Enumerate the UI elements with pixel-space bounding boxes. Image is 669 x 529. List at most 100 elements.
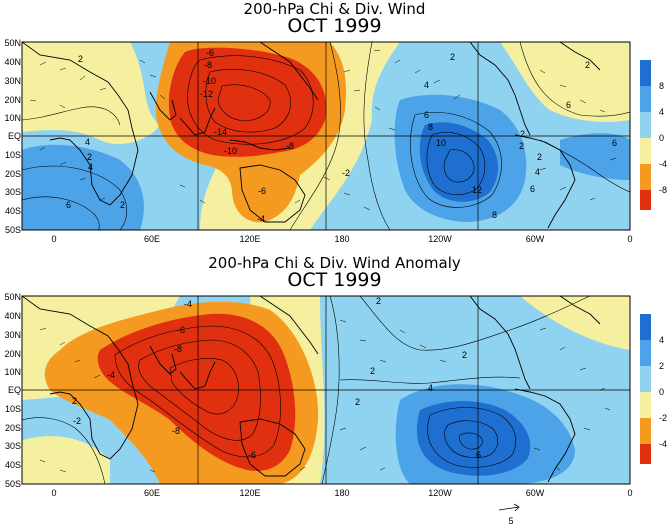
panel1-map xyxy=(22,42,630,230)
contour-label: 2 xyxy=(520,129,525,139)
lat-label: 10S xyxy=(5,150,21,160)
colorbar-swatch xyxy=(640,164,651,190)
panel2-title: 200-hPa Chi & Div. Wind Anomaly xyxy=(208,254,461,272)
panel2-lon-labels: 0 60E 120E 180 120W 60W 0 xyxy=(51,488,632,498)
panel2-frame xyxy=(21,295,631,485)
colorbar-swatch xyxy=(640,444,651,464)
lat-label: 10N xyxy=(4,367,21,377)
lat-label: 40S xyxy=(5,206,21,216)
lat-label: 50S xyxy=(5,225,21,235)
colorbar-swatch xyxy=(640,190,651,210)
contour-label: 2 xyxy=(537,152,542,162)
contour-label: 6 xyxy=(566,100,571,110)
contour-label: 4 xyxy=(424,80,429,90)
panel1-subtitle: OCT 1999 xyxy=(287,15,382,37)
contour-label: 2 xyxy=(355,397,360,407)
lon-label: 180 xyxy=(334,488,349,498)
lon-label: 0 xyxy=(51,234,56,244)
contour-label: 4 xyxy=(535,167,540,177)
lat-label: 20N xyxy=(4,349,21,359)
contour-label: 4 xyxy=(428,383,433,393)
contour-label: 2 xyxy=(450,52,455,62)
colorbar-tick: 0 xyxy=(659,387,664,397)
contour-label: 2 xyxy=(78,54,83,64)
colorbar-tick: 4 xyxy=(659,107,664,117)
colorbar-tick: -8 xyxy=(659,185,667,195)
panel2-contour-labels: -4 -6 -8 -4 -2 -8 -6 2 2 2 2 4 6 2 xyxy=(72,296,481,460)
contour-label: -6 xyxy=(177,325,185,335)
contour-label: -2 xyxy=(342,168,350,178)
lat-label: 50N xyxy=(4,292,21,302)
panel2-subtitle: OCT 1999 xyxy=(287,269,382,291)
contour-label: 2 xyxy=(72,396,77,406)
lat-label: 30N xyxy=(4,76,21,86)
colorbar-tick: 8 xyxy=(659,81,664,91)
lat-label: 40S xyxy=(5,460,21,470)
panel1-lon-labels: 0 60E 120E 180 120W 60W 0 xyxy=(51,234,632,244)
contour-label: -4 xyxy=(184,299,192,309)
lon-label: 0 xyxy=(51,488,56,498)
panel2-colorbar: 4 2 0 -2 -4 xyxy=(640,314,667,464)
contour-label: 2 xyxy=(120,200,125,210)
contour-label: 6 xyxy=(530,184,535,194)
lon-label: 60W xyxy=(526,234,545,244)
reference-arrow-icon xyxy=(498,506,520,511)
colorbar-swatch xyxy=(640,138,651,164)
contour-label: -12 xyxy=(200,89,213,99)
contour-label: 4 xyxy=(85,137,90,147)
colorbar-swatch xyxy=(640,340,651,366)
contour-label: 2 xyxy=(87,152,92,162)
contour-label: 6 xyxy=(612,138,617,148)
panel1-frame xyxy=(21,41,631,231)
contour-label: -10 xyxy=(203,76,216,86)
lat-label: 30S xyxy=(5,187,21,197)
lat-label: 50S xyxy=(5,479,21,489)
lat-label: 10N xyxy=(4,113,21,123)
panel1-colorbar: 8 4 0 -4 -8 xyxy=(640,60,667,210)
contour-label: -8 xyxy=(286,141,294,151)
lon-label: 0 xyxy=(627,488,632,498)
lat-label: EQ xyxy=(8,131,21,141)
lat-label: 30N xyxy=(4,330,21,340)
lon-label: 120W xyxy=(428,488,452,498)
lat-label: EQ xyxy=(8,385,21,395)
arrowhead-icon xyxy=(513,503,520,512)
colorbar-swatch xyxy=(640,86,651,112)
colorbar-swatch xyxy=(640,392,651,418)
lon-label: 120E xyxy=(239,488,260,498)
panel1-title: 200-hPa Chi & Div. Wind xyxy=(243,0,426,18)
contour-label: -2 xyxy=(73,416,81,426)
contour-label: 2 xyxy=(376,296,381,306)
lon-label: 60E xyxy=(144,488,160,498)
reference-vector: 5 xyxy=(498,503,520,526)
lat-label: 20S xyxy=(5,169,21,179)
lon-label: 60E xyxy=(144,234,160,244)
lat-label: 20N xyxy=(4,95,21,105)
colorbar-tick: -4 xyxy=(659,439,667,449)
lon-label: 120W xyxy=(428,234,452,244)
contour-label: 2 xyxy=(462,350,467,360)
lon-label: 180 xyxy=(334,234,349,244)
contour-label: 12 xyxy=(472,185,482,195)
contour-label: 2 xyxy=(585,60,590,70)
contour-label: 8 xyxy=(428,122,433,132)
contour-label: -8 xyxy=(204,60,212,70)
contour-label: -6 xyxy=(258,186,266,196)
contour-label: -8 xyxy=(174,344,182,354)
lat-label: 40N xyxy=(4,311,21,321)
contour-label: -4 xyxy=(107,370,115,380)
contour-label: 6 xyxy=(66,200,71,210)
contour-label: -4 xyxy=(257,214,265,224)
lat-label: 10S xyxy=(5,404,21,414)
contour-label: 10 xyxy=(436,138,446,148)
panel1-contour-labels: -6 -8 -10 -12 -14 -10 -8 -6 -4 -2 2 4 6 … xyxy=(66,48,617,224)
colorbar-swatch xyxy=(640,366,651,392)
contour-label: 4 xyxy=(88,162,93,172)
contour-label: 6 xyxy=(424,110,429,120)
colorbar-swatch xyxy=(640,60,651,86)
panel1-lat-labels: 50N 40N 30N 20N 10N EQ 10S 20S 30S 40S 5… xyxy=(4,38,21,235)
colorbar-tick: 2 xyxy=(659,361,664,371)
contour-label: 2 xyxy=(370,366,375,376)
lat-label: 40N xyxy=(4,57,21,67)
colorbar-tick: -2 xyxy=(659,413,667,423)
